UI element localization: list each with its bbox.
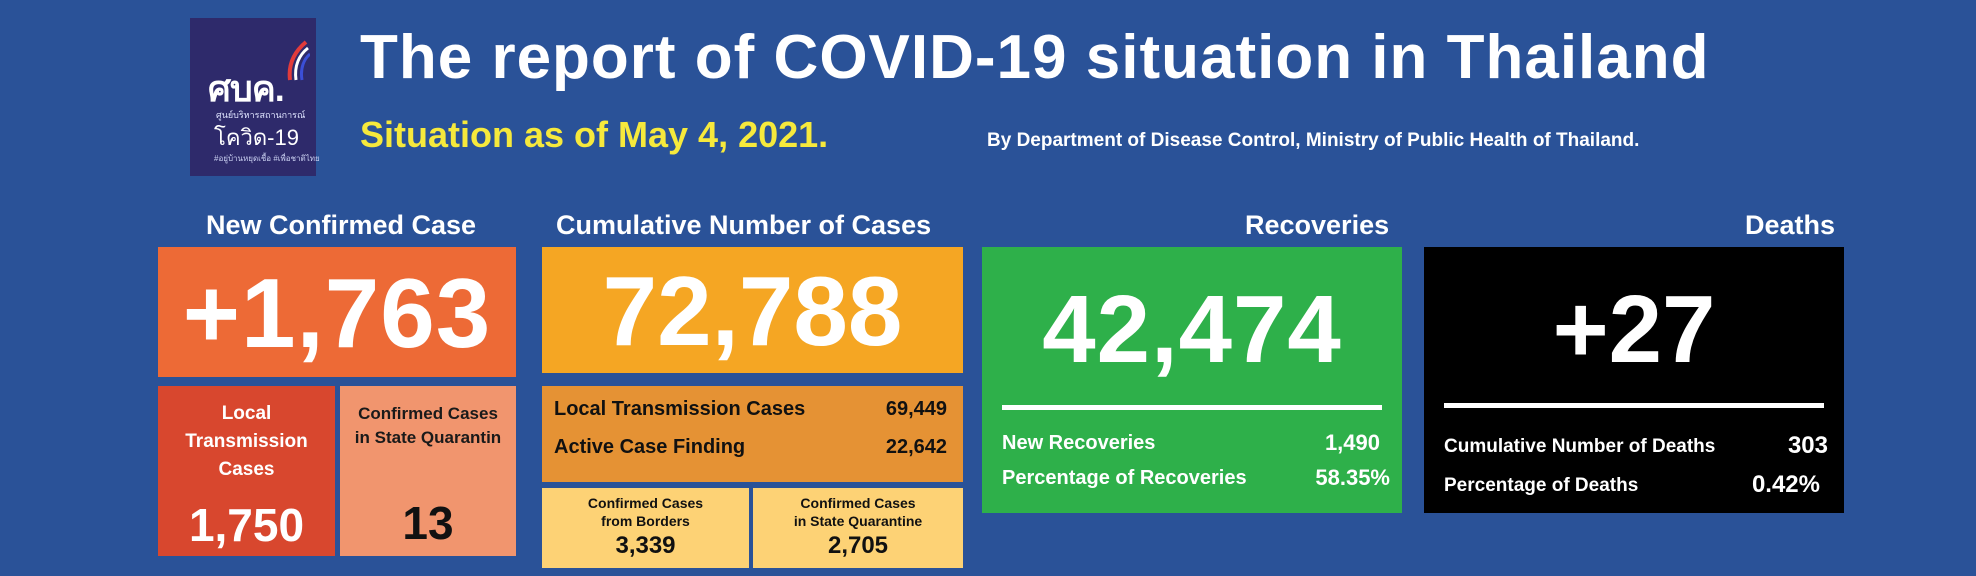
local-transmission-cases-value: 69,449 — [885, 398, 947, 420]
recoveries-divider — [1002, 405, 1382, 410]
flag-ribbon-icon — [287, 40, 310, 81]
cumulative-card: 72,788 — [542, 247, 963, 373]
cumulative-breakdown: Local Transmission Cases 69,449 Active C… — [542, 386, 963, 482]
active-case-finding-value: 22,642 — [885, 436, 947, 458]
local-transmission-card: Local Transmission Cases 1,750 — [158, 386, 335, 556]
state-quarantine-card: Confirmed Cases in State Quarantin 13 — [340, 386, 516, 556]
borders-value: 3,339 — [615, 532, 676, 559]
state-quarantine-label-line2: in State Quarantin — [354, 428, 502, 447]
logo-covid-text: โควิด-19 — [214, 125, 299, 150]
local-transmission-label-line3: Cases — [218, 459, 275, 480]
situation-date: Situation as of May 4, 2021. — [360, 114, 829, 155]
local-transmission-label-line1: Local — [221, 403, 272, 424]
recoveries-percentage-value: 58.35% — [1315, 465, 1390, 490]
new-recoveries-label: New Recoveries — [1002, 432, 1156, 454]
logo-hashtag-text: #อยู่บ้านหยุดเชื้อ #เพื่อชาติไทย — [214, 154, 320, 163]
recoveries-label: Recoveries — [1245, 210, 1390, 240]
local-transmission-cases-label: Local Transmission Cases — [554, 398, 806, 420]
cumulative-sq-label-line1: Confirmed Cases — [800, 495, 916, 511]
new-confirmed-label: New Confirmed Case — [206, 210, 477, 240]
new-recoveries-value: 1,490 — [1324, 430, 1380, 455]
cumulative-deaths-label: Cumulative Number of Deaths — [1444, 436, 1716, 457]
borders-label-line2: from Borders — [601, 513, 690, 529]
cumulative-sq-label-line2: in State Quarantine — [793, 513, 923, 529]
deaths-percentage-value: 0.42% — [1751, 471, 1820, 498]
ccsa-logo: ศบค. ศูนย์บริหารสถานการณ์ โควิด-19 #อยู่… — [190, 18, 320, 176]
active-case-finding-label: Active Case Finding — [554, 436, 746, 458]
state-quarantine-label-line1: Confirmed Cases — [358, 404, 498, 423]
deaths-card: +27 Cumulative Number of Deaths 303 Perc… — [1424, 247, 1844, 513]
deaths-divider — [1444, 403, 1824, 408]
cumulative-sq-value: 2,705 — [827, 532, 889, 559]
recoveries-value: 42,474 — [1042, 276, 1342, 383]
borders-card: Confirmed Cases from Borders 3,339 — [542, 488, 749, 568]
logo-subtext: ศูนย์บริหารสถานการณ์ — [216, 110, 306, 120]
deaths-value: +27 — [1552, 276, 1716, 383]
cumulative-value: 72,788 — [602, 256, 903, 366]
byline: By Department of Disease Control, Minist… — [987, 130, 1640, 151]
new-confirmed-card: +1,763 — [158, 247, 516, 377]
recoveries-card: 42,474 New Recoveries 1,490 Percentage o… — [982, 247, 1402, 513]
deaths-percentage-label: Percentage of Deaths — [1444, 475, 1639, 496]
local-transmission-label-line2: Transmission — [185, 431, 308, 452]
cumulative-label: Cumulative Number of Cases — [556, 210, 932, 240]
cumulative-state-quarantine-card: Confirmed Cases in State Quarantine 2,70… — [753, 488, 963, 568]
cumulative-deaths-value: 303 — [1787, 432, 1828, 459]
state-quarantine-value: 13 — [402, 497, 454, 549]
recoveries-percentage-label: Percentage of Recoveries — [1002, 467, 1247, 489]
logo-main-text: ศบค. — [208, 68, 285, 109]
new-confirmed-value: +1,763 — [182, 258, 492, 368]
borders-label-line1: Confirmed Cases — [587, 495, 704, 511]
page-title: The report of COVID-19 situation in Thai… — [360, 23, 1710, 92]
deaths-label: Deaths — [1745, 210, 1836, 240]
local-transmission-value: 1,750 — [188, 499, 305, 551]
